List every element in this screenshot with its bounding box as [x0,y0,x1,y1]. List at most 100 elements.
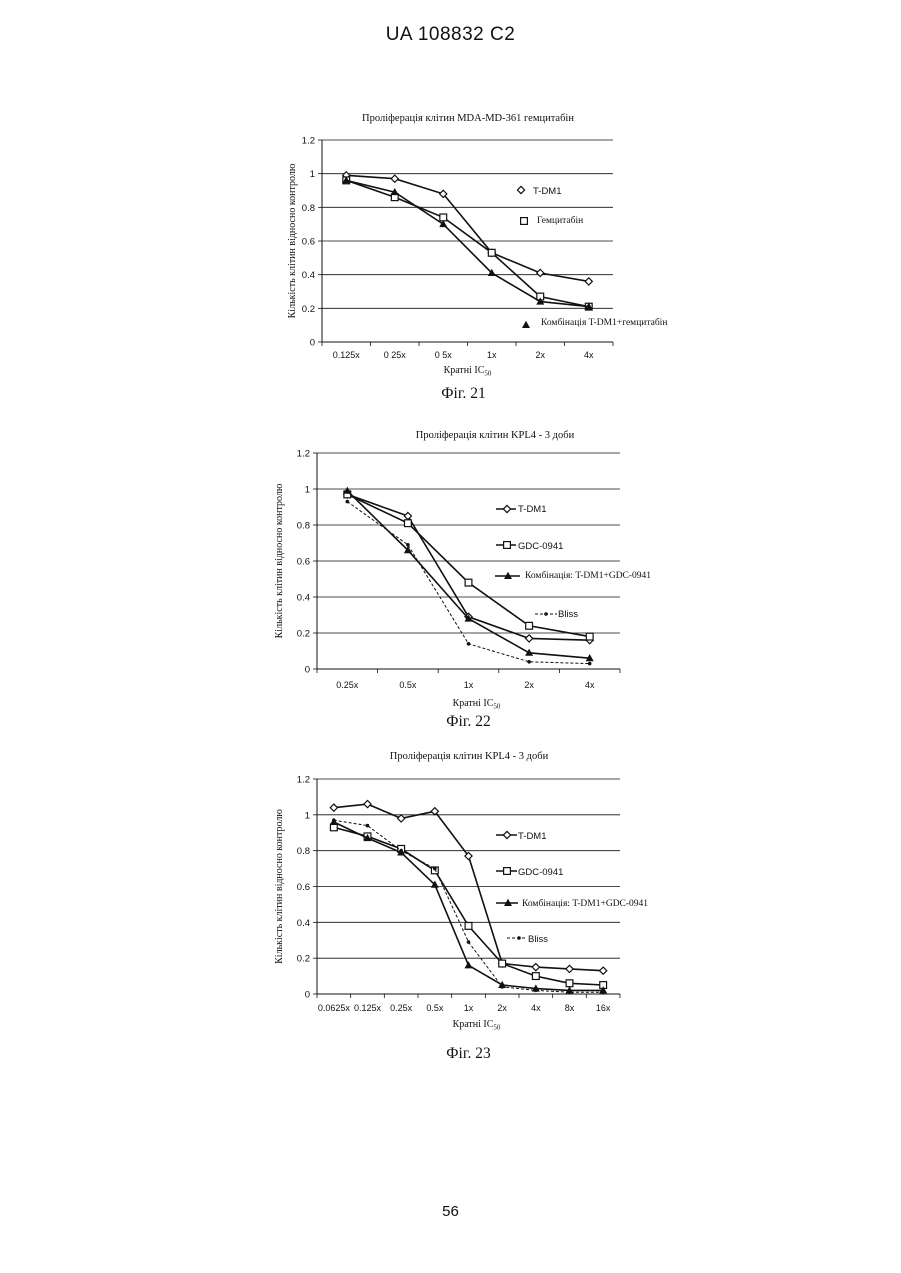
data-point [465,923,472,930]
data-point [498,981,506,988]
x-tick-label: 0.0625x [318,1003,351,1013]
x-axis-label-subscript: 50 [484,370,492,378]
legend-entry: Комбінація: T-DM1+GDC-0941 [495,570,651,581]
y-tick-label: 0.4 [297,593,310,604]
legend-marker [503,505,510,512]
x-tick-label: 2x [524,680,534,690]
data-point [404,512,411,519]
x-tick-label: 0.25x [390,1003,413,1013]
legend-label: T-DM1 [533,186,562,197]
y-axis-label: Кількість клітин відносно контролю [287,163,298,318]
data-point [391,194,398,201]
data-point [397,848,405,855]
x-axis-label-subscript: 50 [493,1024,501,1032]
data-point [465,614,473,621]
series-2 [330,824,606,988]
data-point [439,220,447,227]
legend-label: Комбінація T-DM1+гемцитабін [541,317,667,328]
y-tick-label: 0.6 [302,237,315,248]
data-point [431,881,439,888]
x-tick-label: 2x [535,350,545,360]
data-point [404,546,412,553]
data-point [364,800,371,807]
series-4 [346,500,592,666]
x-tick-label: 0.125x [354,1003,382,1013]
data-point [600,982,607,989]
data-point [536,297,544,304]
legend-marker [544,612,548,616]
x-axis-label: Кратні IC50 [444,365,492,378]
data-point [431,808,438,815]
chart-title: Проліферація клітин KPL4 - 3 доби [390,751,549,762]
series-2 [343,177,592,310]
legend-marker [503,831,510,838]
x-tick-label: 8x [565,1003,575,1013]
series-line [347,491,589,658]
data-point [526,635,533,642]
series-1 [343,172,593,285]
data-point [525,649,533,656]
data-point [440,190,447,197]
chart-1: Проліферація клітин MDA-MD-361 гемцитабі… [287,113,667,378]
y-tick-label: 1 [305,810,310,821]
x-tick-label: 0 25x [384,350,407,360]
y-tick-label: 1.2 [302,136,315,147]
data-point [465,613,472,620]
x-tick-label: 0.25x [336,680,359,690]
x-axis-label-subscript: 50 [493,703,501,711]
legend-entry: T-DM1 [496,831,547,842]
data-point [499,960,506,967]
data-point [465,961,473,968]
data-point [342,176,350,183]
y-tick-label: 1.2 [297,449,310,460]
legend-label: GDC-0941 [518,867,563,878]
x-tick-label: 4x [531,1003,541,1013]
series-line [347,494,589,636]
data-point [465,579,472,586]
data-point [526,622,533,629]
legend-marker [517,936,521,940]
data-point [488,249,495,256]
figures-canvas: Проліферація клітин MDA-MD-361 гемцитабі… [0,0,901,1273]
series-1 [344,491,594,644]
y-tick-label: 0.2 [297,629,310,640]
data-point [440,214,447,221]
data-point [599,986,607,993]
data-point [532,973,539,980]
x-axis-label: Кратні IC50 [453,698,501,711]
legend-marker [517,186,524,193]
data-point [568,990,572,994]
chart-title: Проліферація клітин KPL4 - 3 доби [416,430,575,441]
x-tick-label: 1x [487,350,497,360]
x-tick-label: 16x [596,1003,611,1013]
y-tick-label: 0 [305,665,310,676]
series-2 [344,491,593,640]
data-point [346,500,350,504]
y-tick-label: 0 [305,990,310,1001]
legend-label: Комбінація: T-DM1+GDC-0941 [525,570,651,581]
y-tick-label: 0.8 [297,846,310,857]
page-number: 56 [0,1203,901,1220]
legend-marker [522,321,530,328]
y-tick-label: 0 [310,338,315,349]
data-point [537,269,544,276]
legend-entry: T-DM1 [517,186,561,197]
y-tick-label: 0.2 [302,304,315,315]
data-point [344,491,351,498]
x-axis-label: Кратні IC50 [453,1019,501,1032]
figure-caption: Фіг. 23 [446,1045,491,1062]
data-point [586,637,593,644]
data-point [585,303,592,310]
data-point [433,867,437,871]
data-point [488,269,496,276]
data-point [398,845,405,852]
y-tick-label: 0.8 [302,203,315,214]
legend-label: Bliss [558,609,578,620]
y-tick-label: 0.4 [297,918,310,929]
data-point [343,487,351,494]
series-1 [330,800,607,974]
data-point [344,491,351,498]
data-point [532,964,539,971]
x-tick-label: 0.125x [333,350,361,360]
x-tick-label: 0 5x [435,350,453,360]
